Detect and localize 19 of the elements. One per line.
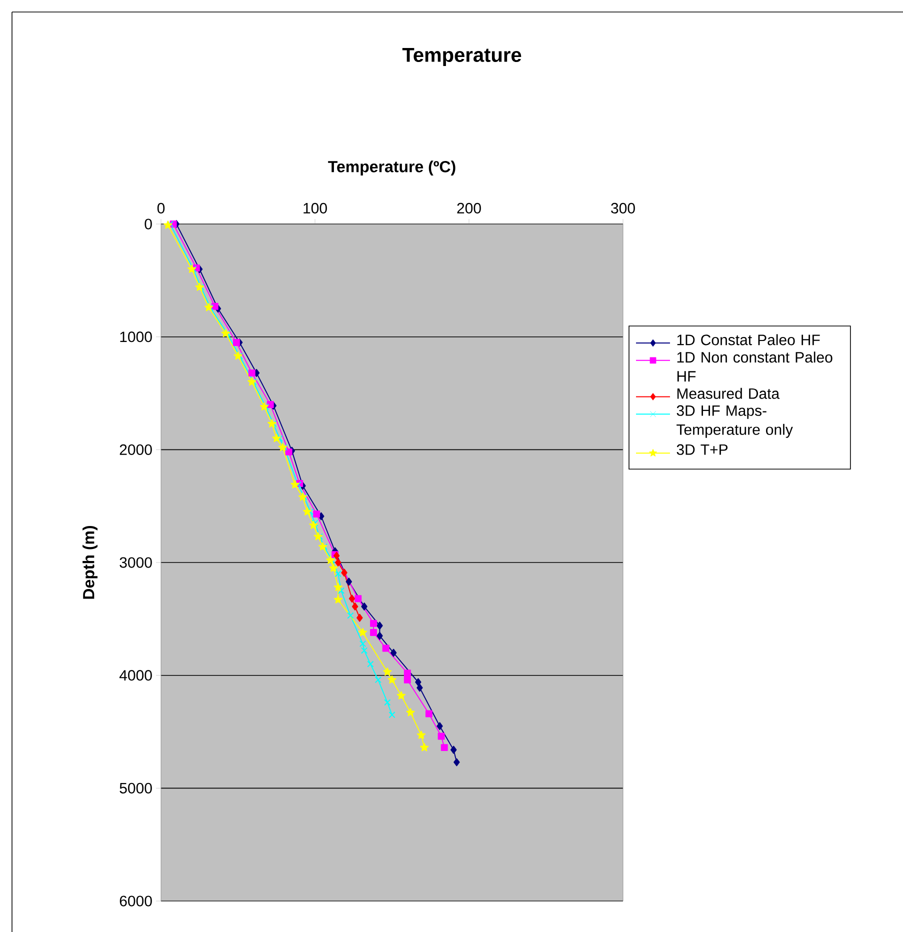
legend-label: 1D Non constant Paleo HF [677, 352, 832, 382]
legend-label: 3D T+P [676, 444, 728, 455]
legend-label: Measured Data [677, 388, 780, 399]
legend-label: 3D HF Maps-Temperature only [676, 405, 793, 438]
y-axis-title: Depth (m) [82, 526, 98, 599]
y-tick-label: 4000 [119, 670, 152, 681]
y-tick-label: 3000 [120, 557, 152, 568]
legend-label: 1D Constat Paleo HF [677, 334, 820, 346]
x-axis-title: Temperature (ºC) [328, 160, 456, 176]
chart-title: Temperature [402, 48, 522, 66]
y-tick-label: 1000 [120, 332, 152, 342]
x-tick-label: 200 [457, 202, 481, 214]
y-tick-label: 6000 [120, 896, 152, 906]
y-tick-label: 5000 [120, 782, 152, 794]
y-tick-label: 2000 [120, 444, 152, 455]
x-tick-label: 100 [304, 202, 327, 214]
x-tick-label: 300 [611, 202, 635, 214]
y-tick-label: 0 [144, 218, 152, 230]
x-tick-label: 0 [157, 202, 165, 214]
